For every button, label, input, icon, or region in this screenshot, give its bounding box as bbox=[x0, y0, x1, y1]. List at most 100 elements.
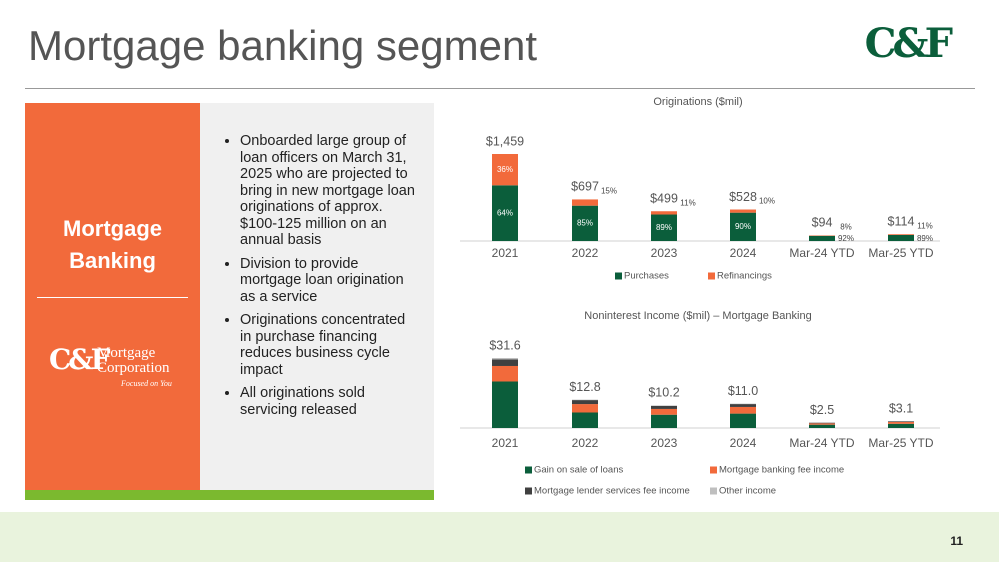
total-label: $114 bbox=[888, 214, 915, 228]
x-tick-label: 2022 bbox=[572, 436, 599, 450]
data-label: 11% bbox=[917, 221, 932, 230]
legend-label: Gain on sale of loans bbox=[534, 465, 624, 476]
bar-segment bbox=[809, 235, 835, 241]
x-tick-label: 2022 bbox=[572, 246, 599, 260]
page-number: 11 bbox=[950, 534, 963, 548]
data-label: 11% bbox=[680, 198, 695, 207]
total-label: $528 bbox=[729, 190, 757, 204]
data-label: 92% bbox=[838, 234, 854, 243]
data-label: 89% bbox=[656, 223, 672, 232]
bar-segment bbox=[651, 414, 677, 428]
bar-segment bbox=[572, 400, 598, 405]
total-label: $10.2 bbox=[648, 386, 679, 400]
total-label: $3.1 bbox=[889, 401, 913, 415]
legend-label: Other income bbox=[719, 486, 776, 497]
bar-segment bbox=[492, 365, 518, 382]
bar-segment bbox=[730, 209, 756, 213]
total-label: $2.5 bbox=[810, 403, 834, 417]
legend-swatch bbox=[615, 272, 622, 280]
bar-segment bbox=[492, 185, 518, 241]
x-tick-label: 2023 bbox=[651, 436, 678, 450]
divider bbox=[25, 88, 975, 89]
data-label: 90% bbox=[735, 222, 751, 231]
bar-segment bbox=[888, 234, 914, 241]
total-label: $11.0 bbox=[728, 384, 758, 398]
sidebar-heading: Mortgage Banking bbox=[63, 216, 162, 273]
legend-swatch bbox=[525, 466, 532, 474]
x-tick-label: Mar-24 YTD bbox=[789, 246, 854, 260]
bullet: Division to provide mortgage loan origin… bbox=[240, 256, 416, 306]
bar-segment bbox=[730, 413, 756, 428]
x-tick-label: 2021 bbox=[492, 246, 519, 260]
x-tick-label: 2021 bbox=[492, 436, 519, 450]
total-label: $31.6 bbox=[489, 338, 520, 352]
x-tick-label: Mar-25 YTD bbox=[868, 436, 933, 450]
bar-segment bbox=[809, 423, 835, 425]
legend-swatch bbox=[525, 487, 532, 495]
x-tick-label: 2024 bbox=[730, 436, 757, 450]
x-tick-label: 2023 bbox=[651, 246, 678, 260]
data-label: 10% bbox=[759, 197, 775, 206]
bar-segment bbox=[492, 358, 518, 360]
bar-segment bbox=[730, 404, 756, 407]
legend-swatch bbox=[710, 466, 717, 474]
bar-segment bbox=[492, 381, 518, 428]
x-tick-label: 2024 bbox=[730, 246, 757, 260]
total-label: $697 bbox=[571, 180, 599, 194]
data-label: 64% bbox=[497, 208, 513, 217]
bar-segment bbox=[651, 211, 677, 215]
bar-segment bbox=[809, 424, 835, 428]
bar-segment bbox=[572, 199, 598, 206]
bar-segment bbox=[572, 404, 598, 413]
bullet: Originations concentrated in purchase fi… bbox=[240, 312, 416, 378]
total-label: $94 bbox=[812, 216, 833, 230]
bar-segment bbox=[492, 359, 518, 366]
bullet-panel: Onboarded large group of loan officers o… bbox=[200, 103, 434, 490]
bar-segment bbox=[651, 214, 677, 241]
charts: Originations ($mil) 2021 64% 36% $1,459 2022 8… bbox=[460, 96, 940, 497]
legend-swatch bbox=[708, 272, 715, 280]
bar-segment bbox=[572, 412, 598, 428]
logo-text: Corporation bbox=[97, 360, 170, 376]
slide-title: Mortgage banking segment bbox=[28, 22, 537, 69]
accent-strip bbox=[25, 490, 434, 500]
logo-text: Mortgage bbox=[97, 345, 156, 361]
data-label: 85% bbox=[577, 218, 593, 227]
data-label: 89% bbox=[917, 234, 933, 243]
data-label: 15% bbox=[601, 187, 617, 196]
data-label: 8% bbox=[840, 223, 852, 232]
bar-segment bbox=[651, 408, 677, 415]
chart-title: Originations ($mil) bbox=[653, 96, 742, 108]
total-label: $1,459 bbox=[486, 134, 524, 148]
footer-band bbox=[0, 512, 999, 562]
legend-label: Mortgage banking fee income bbox=[719, 465, 844, 476]
bar-segment bbox=[888, 234, 914, 235]
data-label: 36% bbox=[497, 165, 513, 174]
bar-segment bbox=[888, 423, 914, 428]
bullet: Onboarded large group of loan officers o… bbox=[240, 133, 416, 249]
logo-tagline: Focused on You bbox=[121, 379, 172, 388]
total-label: $499 bbox=[650, 192, 678, 206]
bar-segment bbox=[809, 422, 835, 424]
legend-label: Refinancings bbox=[717, 271, 772, 282]
chart-title: Noninterest Income ($mil) – Mortgage Ban… bbox=[584, 310, 811, 322]
x-tick-label: Mar-25 YTD bbox=[868, 246, 933, 260]
x-tick-label: Mar-24 YTD bbox=[789, 436, 854, 450]
total-label: $12.8 bbox=[569, 380, 600, 394]
legend-label: Mortgage lender services fee income bbox=[534, 486, 690, 497]
bullet: All originations sold servicing released bbox=[240, 385, 416, 418]
bar-segment bbox=[730, 406, 756, 414]
bar-segment bbox=[730, 212, 756, 241]
sidebar: Mortgage Banking C&F Mortgage Corporatio… bbox=[25, 103, 200, 490]
legend-swatch bbox=[710, 487, 717, 495]
separator bbox=[37, 297, 188, 298]
bar-segment bbox=[888, 422, 914, 424]
bar-segment bbox=[572, 205, 598, 241]
bar-segment bbox=[492, 154, 518, 186]
legend-label: Purchases bbox=[624, 271, 669, 282]
bar-segment bbox=[651, 405, 677, 409]
logo: C&F bbox=[864, 20, 953, 67]
logo-mark: C&F bbox=[49, 343, 110, 376]
bar-segment bbox=[888, 421, 914, 423]
